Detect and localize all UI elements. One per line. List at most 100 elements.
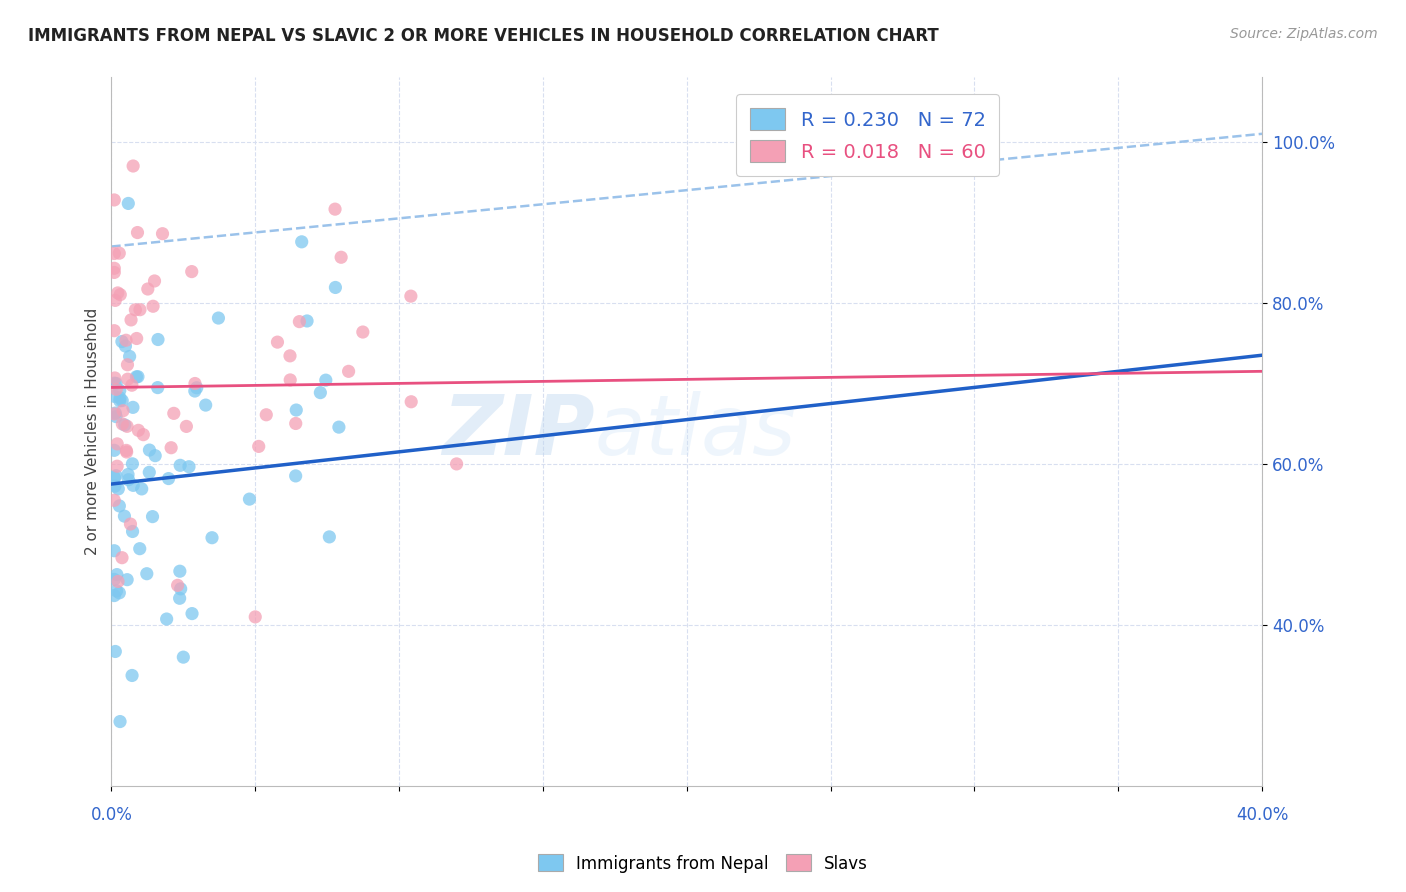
- Point: [157, 472, 180, 486]
- Point: [131, 482, 153, 496]
- Point: [285, 403, 308, 417]
- Point: [103, 389, 125, 403]
- Point: [108, 246, 131, 260]
- Point: [104, 479, 127, 493]
- Point: [184, 384, 207, 398]
- Point: [104, 293, 127, 308]
- Point: [112, 509, 135, 524]
- Point: [337, 364, 360, 378]
- Point: [207, 311, 229, 326]
- Point: [132, 427, 155, 442]
- Point: [103, 543, 125, 558]
- Point: [172, 650, 194, 665]
- Point: [127, 369, 149, 384]
- Point: [117, 196, 139, 211]
- Point: [124, 302, 146, 317]
- Point: [103, 265, 125, 279]
- Point: [143, 449, 166, 463]
- Point: [115, 445, 138, 459]
- Point: [117, 372, 139, 386]
- Point: [120, 517, 142, 532]
- Point: [114, 417, 136, 432]
- Point: [284, 417, 307, 431]
- Point: [121, 457, 143, 471]
- Point: [112, 403, 135, 417]
- Point: [136, 282, 159, 296]
- Point: [135, 566, 157, 581]
- Text: Source: ZipAtlas.com: Source: ZipAtlas.com: [1230, 27, 1378, 41]
- Point: [315, 373, 337, 387]
- Point: [238, 492, 260, 507]
- Point: [284, 469, 307, 483]
- Point: [111, 334, 134, 349]
- Point: [328, 420, 350, 434]
- Point: [105, 376, 128, 391]
- Point: [127, 423, 149, 437]
- Point: [107, 574, 129, 589]
- Point: [103, 573, 125, 587]
- Point: [169, 564, 191, 578]
- Point: [160, 441, 183, 455]
- Point: [122, 478, 145, 492]
- Text: IMMIGRANTS FROM NEPAL VS SLAVIC 2 OR MORE VEHICLES IN HOUSEHOLD CORRELATION CHAR: IMMIGRANTS FROM NEPAL VS SLAVIC 2 OR MOR…: [28, 27, 939, 45]
- Point: [177, 459, 200, 474]
- Point: [108, 586, 131, 600]
- Point: [194, 398, 217, 412]
- Text: 0.0%: 0.0%: [90, 806, 132, 824]
- Point: [111, 417, 134, 431]
- Point: [111, 550, 134, 565]
- Point: [330, 250, 353, 264]
- Point: [291, 235, 314, 249]
- Point: [446, 457, 468, 471]
- Point: [152, 227, 174, 241]
- Point: [117, 467, 139, 482]
- Point: [169, 591, 191, 606]
- Point: [107, 285, 129, 300]
- Point: [176, 419, 198, 434]
- Point: [103, 589, 125, 603]
- Point: [103, 443, 125, 458]
- Point: [115, 573, 138, 587]
- Point: [266, 335, 288, 350]
- Point: [129, 302, 152, 317]
- Text: ZIP: ZIP: [441, 392, 595, 472]
- Point: [105, 468, 128, 483]
- Point: [103, 493, 125, 508]
- Point: [103, 246, 125, 260]
- Point: [103, 193, 125, 207]
- Point: [104, 406, 127, 420]
- Point: [201, 531, 224, 545]
- Point: [103, 261, 125, 276]
- Point: [105, 567, 128, 582]
- Point: [108, 384, 131, 398]
- Point: [278, 349, 301, 363]
- Point: [121, 524, 143, 539]
- Point: [105, 409, 128, 424]
- Point: [146, 381, 169, 395]
- Point: [170, 582, 193, 596]
- Point: [318, 530, 340, 544]
- Point: [103, 470, 125, 484]
- Point: [103, 324, 125, 338]
- Point: [108, 393, 131, 408]
- Point: [278, 373, 301, 387]
- Point: [141, 509, 163, 524]
- Point: [104, 644, 127, 658]
- Point: [128, 541, 150, 556]
- Point: [138, 465, 160, 479]
- Point: [146, 333, 169, 347]
- Point: [108, 714, 131, 729]
- Point: [117, 358, 139, 372]
- Point: [254, 408, 277, 422]
- Point: [163, 406, 186, 420]
- Point: [122, 159, 145, 173]
- Point: [352, 325, 374, 339]
- Point: [138, 443, 160, 458]
- Point: [127, 226, 149, 240]
- Point: [108, 499, 131, 513]
- Point: [295, 314, 318, 328]
- Point: [186, 381, 208, 395]
- Point: [105, 583, 128, 598]
- Legend: R = 0.230   N = 72, R = 0.018   N = 60: R = 0.230 N = 72, R = 0.018 N = 60: [737, 95, 1000, 176]
- Point: [114, 339, 136, 353]
